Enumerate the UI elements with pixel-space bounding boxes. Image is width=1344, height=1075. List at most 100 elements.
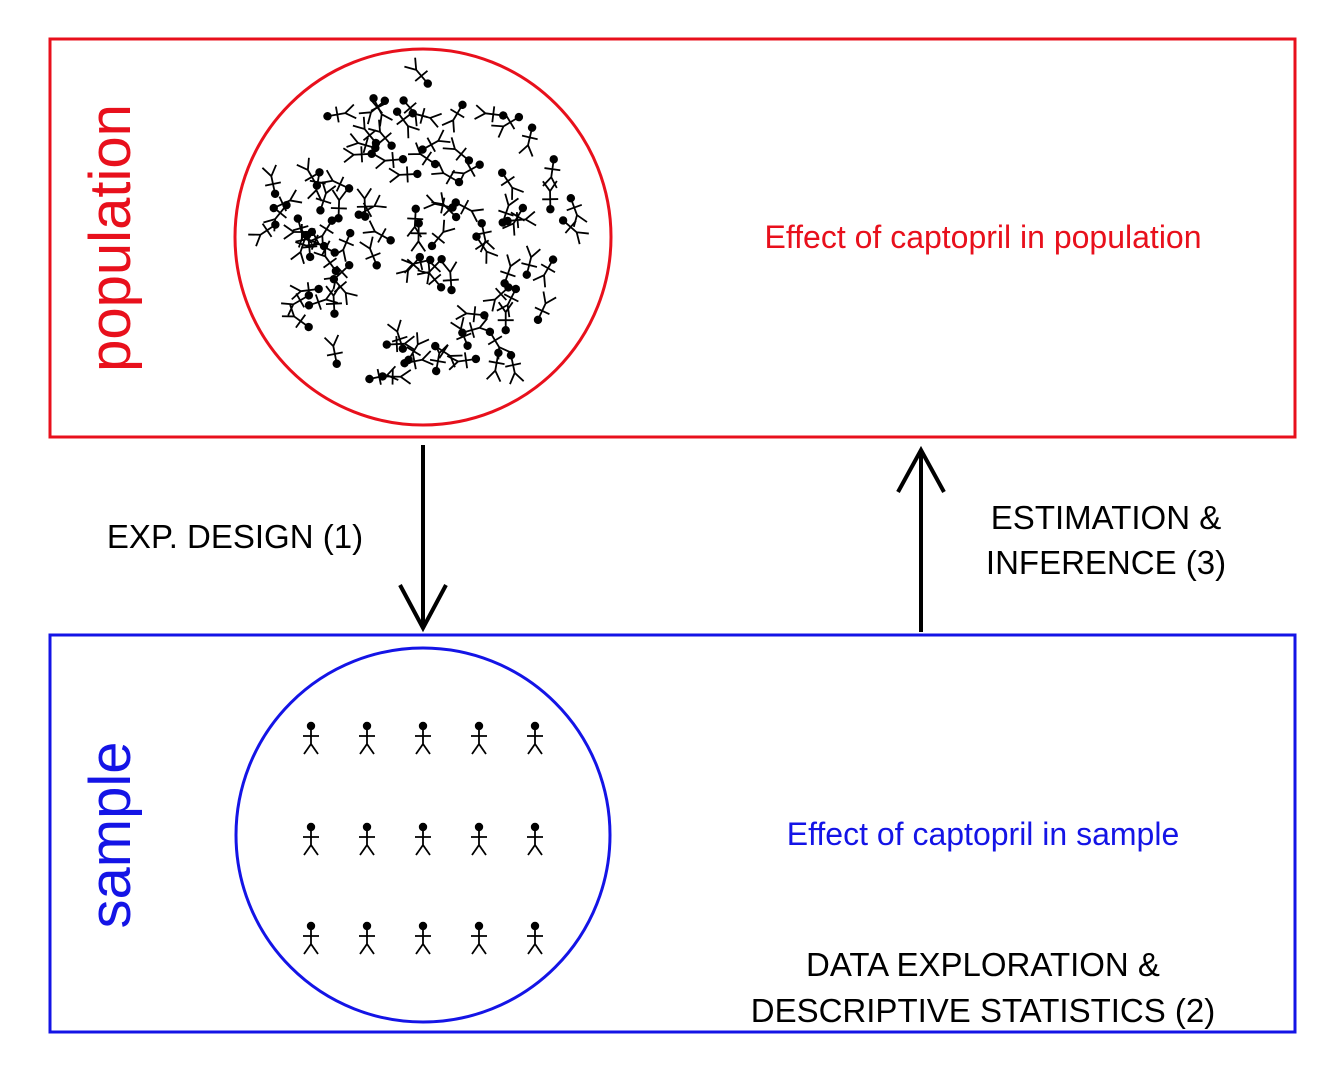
stick-figure-icon	[359, 822, 375, 856]
stick-figure-icon	[431, 341, 463, 368]
stick-figure-icon	[486, 348, 505, 383]
stick-figure-icon	[342, 146, 376, 163]
stick-figure-icon	[471, 921, 487, 955]
stick-figure-icon	[296, 157, 322, 190]
stick-figure-icon	[248, 220, 280, 247]
stick-figure-icon	[330, 189, 348, 223]
stick-figure-icon	[416, 254, 446, 285]
population-panel: population Effect of captopril in popula…	[48, 37, 1297, 439]
stick-figure-icon	[533, 291, 557, 325]
stick-figure-icon	[399, 96, 428, 127]
stick-figure-icon	[502, 203, 528, 236]
stick-figure-icon	[359, 721, 375, 755]
stick-figure-icon	[518, 123, 538, 157]
stick-figure-icon	[431, 192, 461, 222]
stick-figure-icon	[378, 368, 412, 385]
stick-figure-icon	[304, 289, 338, 310]
stick-figure-icon	[283, 223, 317, 240]
stick-figure-icon	[408, 142, 440, 169]
stick-figure-icon	[263, 200, 291, 232]
stick-figure-icon	[368, 119, 396, 150]
stick-figure-icon	[527, 921, 543, 955]
stick-figure-icon	[442, 137, 474, 165]
stick-figure-icon	[303, 921, 319, 955]
sample-effect-text: Effect of captopril in sample	[787, 816, 1180, 852]
stick-figure-icon	[323, 103, 357, 123]
stick-figure-icon	[532, 255, 558, 288]
stick-figure-icon	[410, 219, 427, 252]
stick-figure-icon	[527, 721, 543, 755]
exploration-label-line2: DESCRIPTIVE STATISTICS (2)	[751, 992, 1216, 1029]
estimation-label-line1: ESTIMATION &	[991, 499, 1221, 536]
stick-figure-icon	[320, 169, 354, 193]
stick-figure-icon	[404, 57, 432, 88]
stick-figure-icon	[295, 228, 329, 251]
stick-figure-icon	[323, 260, 354, 290]
stick-figure-icon	[498, 193, 519, 227]
stick-figure-icon	[558, 216, 589, 245]
stick-figure-icon	[401, 254, 435, 274]
stick-figure-icon	[325, 284, 342, 318]
stick-figure-icon	[505, 351, 525, 385]
population-label: population	[78, 104, 143, 372]
stick-figure-icon	[415, 921, 431, 955]
stick-figure-icon	[491, 112, 524, 138]
exp-design-label: EXP. DESIGN (1)	[107, 518, 363, 555]
stick-figure-icon	[332, 228, 355, 262]
stick-figure-icon	[417, 261, 446, 292]
stick-figure-icon	[292, 214, 313, 248]
sample-people-grid	[303, 721, 543, 955]
population-crowd	[248, 57, 589, 385]
stick-figure-icon	[382, 335, 416, 353]
stick-figure-icon	[310, 216, 337, 249]
stick-figure-icon	[303, 721, 319, 755]
stick-figure-icon	[359, 921, 375, 955]
sample-circle	[234, 646, 612, 1024]
stick-figure-icon	[400, 350, 434, 370]
stick-figure-icon	[455, 304, 489, 323]
stick-figure-icon	[261, 164, 282, 198]
stick-figure-icon	[471, 721, 487, 755]
stick-figure-icon	[441, 261, 459, 295]
stick-figure-icon	[415, 822, 431, 856]
stick-figure-icon	[406, 204, 424, 238]
stick-figure-icon	[497, 301, 514, 335]
stick-figure-icon	[521, 245, 541, 279]
population-effect-text: Effect of captopril in population	[764, 219, 1201, 255]
stick-figure-icon	[496, 284, 521, 318]
population-box	[48, 37, 1297, 439]
stick-figure-icon	[500, 254, 521, 288]
stick-figure-icon	[471, 822, 487, 856]
stick-figure-icon	[388, 166, 422, 184]
stick-figure-icon	[289, 282, 323, 301]
estimation-label-line2: INFERENCE (3)	[986, 544, 1226, 581]
population-circle	[233, 47, 613, 427]
stick-figure-icon	[451, 198, 484, 223]
exploration-label-line1: DATA EXPLORATION &	[806, 946, 1160, 983]
stick-figure-icon	[497, 168, 524, 200]
stick-figure-icon	[386, 319, 408, 353]
arrow-down-icon	[398, 445, 448, 633]
stick-figure-icon	[527, 822, 543, 856]
stick-figure-icon	[374, 151, 408, 170]
stick-figure-icon	[323, 334, 343, 368]
sample-panel: sample Effect of captopril in sample DAT…	[48, 633, 1297, 1034]
stick-figure-icon	[281, 304, 313, 332]
stick-figure-icon	[441, 100, 467, 133]
stick-figure-icon	[451, 160, 484, 185]
stick-figure-icon	[474, 104, 508, 123]
stick-figure-icon	[458, 317, 492, 338]
stick-figure-icon	[415, 721, 431, 755]
stick-figure-icon	[358, 96, 390, 125]
sample-label: sample	[78, 742, 143, 929]
stick-figure-icon	[542, 155, 561, 189]
stick-figure-icon	[354, 194, 387, 219]
stick-figure-icon	[427, 219, 456, 251]
arrow-up-icon	[896, 445, 946, 632]
stick-figure-icon	[392, 107, 420, 139]
stick-figure-icon	[362, 220, 395, 245]
stick-figure-icon	[429, 341, 449, 376]
stick-figure-icon	[303, 822, 319, 856]
stick-figure-icon	[446, 352, 481, 371]
